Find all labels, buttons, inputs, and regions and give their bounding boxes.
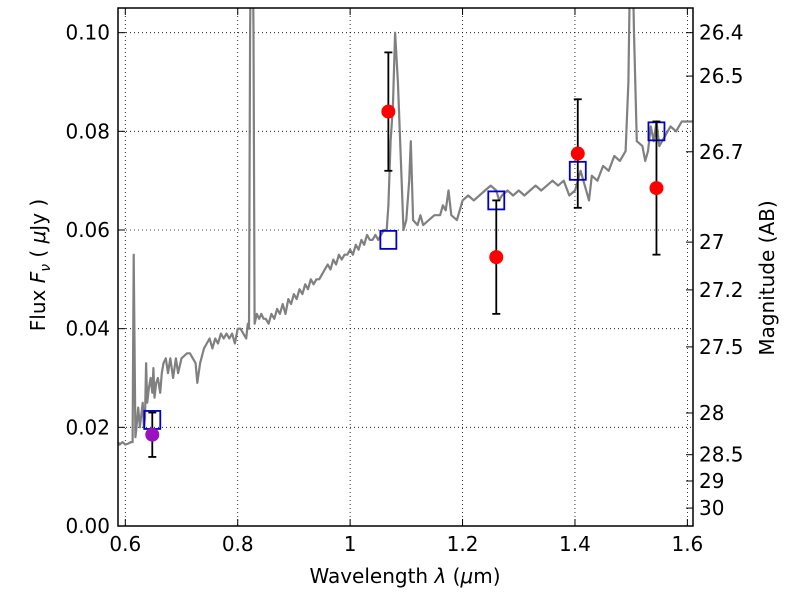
x-tick-label: 1.2 — [447, 532, 479, 556]
x-tick-label: 1.6 — [671, 532, 703, 556]
observed-point — [145, 427, 160, 442]
y2-tick-label: 26.7 — [699, 140, 744, 164]
x-tick-label: 1.4 — [559, 532, 591, 556]
observed-point — [381, 104, 396, 119]
y-tick-label: 0.08 — [65, 119, 110, 143]
spectrum-line — [118, 8, 693, 446]
plot-area — [118, 8, 693, 526]
y-tick-label: 0.02 — [65, 415, 110, 439]
y2-tick-label: 28 — [699, 401, 724, 425]
y2-axis-title: Magnitude (AB) — [755, 200, 779, 355]
x-tick-label: 1 — [344, 532, 357, 556]
data-points — [143, 51, 666, 458]
y-tick-label: 0.10 — [65, 21, 110, 45]
y2-tick-label: 28.5 — [699, 443, 744, 467]
observed-point — [649, 181, 664, 196]
y2-tick-label: 26.4 — [699, 21, 744, 45]
x-tick-label: 0.6 — [109, 532, 141, 556]
spectrum-series — [118, 8, 693, 446]
x-axis-title: Wavelength λ (μm) — [309, 564, 500, 588]
y2-tick-label: 27.2 — [699, 278, 744, 302]
y-tick-label: 0.00 — [65, 514, 110, 538]
observed-point — [570, 146, 585, 161]
y-axis-ticks: 0.00 0.02 0.04 0.06 0.08 0.10 — [65, 21, 125, 538]
y-tick-label: 0.06 — [65, 218, 110, 242]
y-axis-title: Flux Fν ( μJy ) — [26, 199, 54, 331]
y2-tick-label: 27 — [699, 230, 724, 254]
y-tick-label: 0.04 — [65, 317, 110, 341]
y2-tick-label: 30 — [699, 496, 724, 520]
x-axis-ticks: 0.6 0.8 1 1.2 1.4 1.6 — [109, 8, 703, 556]
model-box-marker — [379, 229, 398, 250]
y2-axis-ticks: 26.4 26.5 26.7 27 27.2 27.5 28 28.529 30 — [686, 21, 744, 520]
y2-tick-label: 29 — [699, 469, 724, 493]
x-tick-label: 0.8 — [222, 532, 254, 556]
y2-tick-label: 27.5 — [699, 335, 744, 359]
plot-frame — [117, 7, 694, 527]
observed-point — [489, 250, 504, 265]
y2-tick-label: 26.5 — [699, 64, 744, 88]
